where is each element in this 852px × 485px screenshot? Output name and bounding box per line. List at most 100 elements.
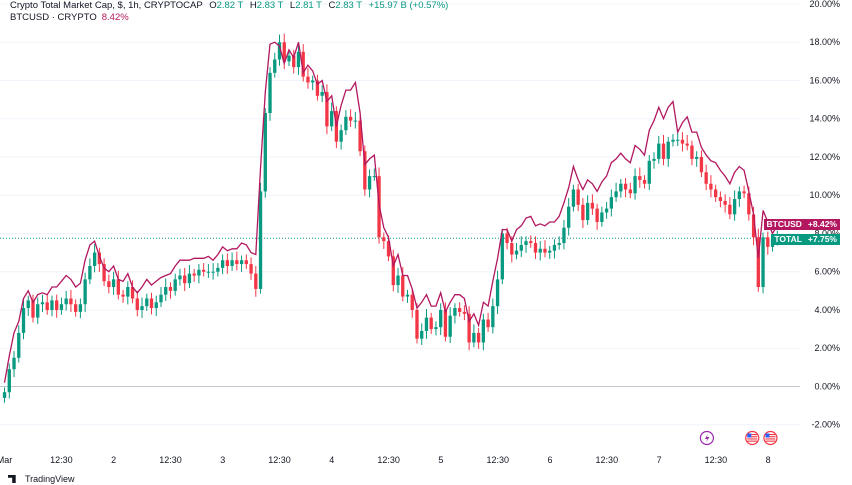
candle (472, 324, 476, 348)
candle-body (571, 189, 576, 207)
lightning-icon-bolt (704, 434, 710, 443)
candle-body (353, 120, 358, 122)
x-tick-label: 12:30 (377, 455, 400, 465)
candle (661, 134, 666, 166)
candle-body (7, 369, 11, 393)
candle (723, 194, 727, 213)
candle-body (519, 244, 523, 251)
btcusd-legend-row[interactable]: BTCUSD · CRYPTO 8.42% (10, 12, 448, 24)
candle (590, 194, 595, 215)
candle (92, 243, 97, 273)
candle-body (254, 273, 258, 289)
candle (676, 133, 680, 147)
candle-body (111, 279, 116, 288)
candle (344, 110, 348, 135)
candle (761, 232, 765, 294)
candle-body (363, 151, 367, 190)
candle (2, 387, 7, 403)
flag-stripe (765, 434, 776, 436)
candle-body (576, 189, 580, 205)
candle (121, 289, 125, 303)
candle (334, 106, 339, 148)
candle (538, 241, 542, 261)
candle-body (178, 275, 182, 280)
event-icons[interactable] (699, 430, 778, 446)
candle-body (2, 392, 7, 398)
total-legend-row[interactable]: Crypto Total Market Cap, $, 1h, CRYPTOCA… (10, 0, 448, 12)
candle-body (201, 269, 206, 272)
candle-body (78, 304, 83, 312)
candle (495, 270, 500, 314)
candle-body (339, 130, 343, 142)
candle-body (453, 308, 457, 316)
candle-body (756, 237, 760, 288)
candle (244, 254, 248, 269)
candle (239, 255, 244, 272)
candle (567, 198, 571, 236)
flag-stripe (747, 438, 758, 440)
candle-body (642, 179, 647, 184)
candle (548, 245, 552, 259)
x-tick-label: 7 (657, 455, 662, 465)
candle-body (420, 331, 424, 339)
candle (183, 267, 187, 292)
candle (410, 288, 414, 318)
candle-body (481, 319, 486, 343)
candle (685, 134, 689, 151)
candle (718, 191, 723, 208)
candle (619, 178, 623, 198)
candle (671, 134, 675, 147)
candle-body (149, 298, 154, 309)
candle-body (638, 176, 642, 180)
candle-body (55, 300, 59, 310)
candle-body (391, 256, 395, 286)
candle-body (45, 302, 49, 310)
candle-body (249, 264, 253, 274)
candle (301, 44, 305, 82)
candle (486, 312, 490, 332)
candle-body (505, 233, 509, 244)
candle-body (116, 279, 120, 295)
candle-body (704, 172, 708, 184)
candle (576, 183, 580, 212)
candle-body (500, 233, 504, 280)
candle-body (26, 300, 30, 309)
y-axis: 20.00% 18.00% 16.00% 14.00% 12.00% 10.00% 8.00… (809, 0, 840, 430)
candle-body (145, 298, 149, 307)
total-badge-value: +7.75% (804, 234, 840, 246)
candle-body (140, 306, 144, 310)
candle (21, 299, 26, 340)
candle-body (83, 279, 87, 305)
candle-body (173, 279, 177, 291)
candle (443, 302, 448, 342)
candle-body (476, 332, 481, 343)
candle (647, 155, 651, 191)
x-tick-label: 8 (766, 455, 771, 465)
candle-body (92, 252, 97, 266)
candle (45, 293, 49, 315)
candle-body (206, 271, 211, 273)
y-tick-label: 12.00% (809, 152, 840, 162)
candle-body (220, 260, 225, 268)
us-flag-icon (763, 430, 778, 446)
x-axis: Mar 12:30 2 12:30 3 12:30 4 12:30 5 12:30 6 12:30 7 1… (0, 455, 771, 465)
candle-body (21, 308, 26, 333)
y-tick-label: 18.00% (809, 37, 840, 47)
y-tick-label: 10.00% (809, 190, 840, 200)
candle-body (614, 191, 618, 198)
candle-body (747, 193, 751, 215)
btcusd-line (3, 41, 778, 383)
x-tick-label: 12:30 (486, 455, 509, 465)
candle-body (581, 204, 585, 221)
total-badge-name: TOTAL (771, 234, 805, 246)
candle (713, 184, 718, 202)
candle (462, 305, 467, 321)
tradingview-logo[interactable]: TradingView (8, 474, 75, 484)
candle-body (311, 80, 315, 83)
flag-canton (747, 433, 752, 438)
candle-body (472, 332, 476, 343)
candle-body (348, 116, 353, 121)
candle-body (713, 189, 718, 198)
candle (225, 253, 230, 274)
